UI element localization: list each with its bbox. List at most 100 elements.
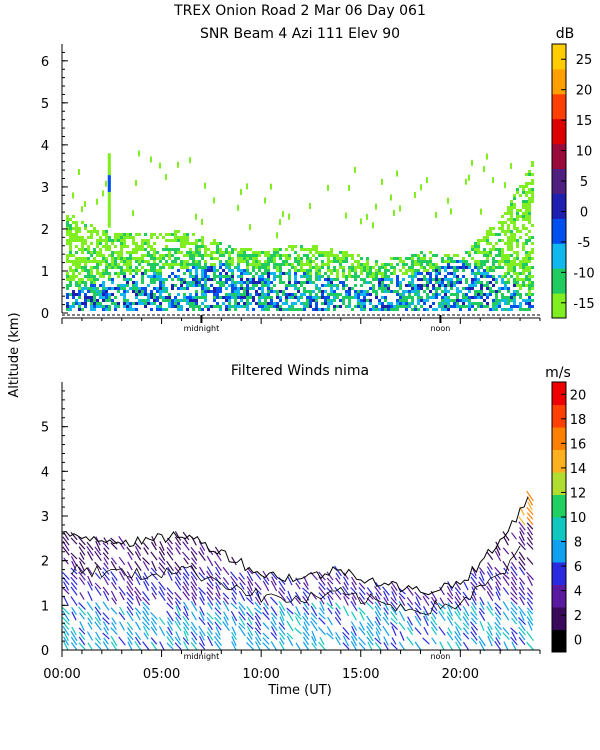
snr-cell xyxy=(99,290,102,293)
snr-cell xyxy=(288,308,291,311)
snr-cell xyxy=(222,302,225,305)
snr-cell xyxy=(105,296,108,299)
snr-cell xyxy=(126,245,129,248)
snr-cell xyxy=(375,263,378,266)
snr-tower-cell xyxy=(107,210,111,213)
snr-cell xyxy=(81,248,84,251)
snr-cell xyxy=(171,284,174,287)
snr-cell xyxy=(213,272,216,275)
snr-cell xyxy=(93,302,96,305)
snr-speckle xyxy=(354,166,356,173)
wind-barb xyxy=(191,557,197,565)
wind-barb xyxy=(223,597,229,605)
wind-barb xyxy=(438,610,446,622)
wind-barb xyxy=(78,546,86,556)
snr-cell xyxy=(372,266,375,269)
snr-cell xyxy=(147,245,150,248)
snr-cell xyxy=(153,257,156,260)
snr-cell xyxy=(477,260,480,263)
snr-cell xyxy=(99,284,102,287)
snr-cell xyxy=(462,299,465,302)
snr-cell xyxy=(69,236,72,239)
snr-cell xyxy=(507,287,510,290)
snr-cell xyxy=(513,263,516,266)
snr-cell xyxy=(384,284,387,287)
snr-tower-cell xyxy=(107,191,111,195)
snr-cell xyxy=(381,290,384,293)
snr-cell xyxy=(111,254,114,257)
snr-cell xyxy=(135,266,138,269)
wind-barb xyxy=(318,617,326,625)
snr-cell xyxy=(141,254,144,257)
snr-cell xyxy=(261,251,264,254)
snr-cell xyxy=(501,251,504,254)
wind-barb xyxy=(374,620,382,632)
snr-cell xyxy=(174,284,177,287)
wind-barb xyxy=(383,641,389,651)
snr-cell xyxy=(213,257,216,260)
snr-cell xyxy=(345,260,348,263)
snr-cell xyxy=(243,281,246,284)
snr-cell xyxy=(354,305,357,308)
snr-cell xyxy=(258,305,261,308)
snr-cell xyxy=(321,308,324,311)
snr-cell xyxy=(504,212,507,215)
snr-cell xyxy=(333,305,336,308)
snr-cell xyxy=(360,302,363,305)
snr-cell xyxy=(291,245,294,248)
wind-barb xyxy=(198,625,206,637)
wind-barb xyxy=(230,571,238,581)
snr-cell xyxy=(255,266,258,269)
wind-barb xyxy=(134,631,142,641)
snr-cell xyxy=(105,308,108,311)
snr-cell xyxy=(519,260,522,263)
snr-cell xyxy=(375,260,378,263)
snr-cell xyxy=(303,263,306,266)
snr-cell xyxy=(66,275,69,278)
snr-cell xyxy=(135,287,138,290)
snr-cell xyxy=(222,269,225,272)
snr-cell xyxy=(522,248,525,251)
wind-barb xyxy=(262,606,270,616)
snr-cell xyxy=(504,230,507,233)
colorbar-swatch xyxy=(552,218,566,244)
colorbar-swatch xyxy=(552,449,566,473)
wind-barb xyxy=(271,616,277,626)
snr-cell xyxy=(264,272,267,275)
snr-cell xyxy=(390,263,393,266)
snr-cell xyxy=(78,260,81,263)
snr-cell xyxy=(510,305,513,308)
snr-cell xyxy=(432,284,435,287)
snr-cell xyxy=(300,302,303,305)
snr-cell xyxy=(84,293,87,296)
snr-cell xyxy=(288,275,291,278)
snr-cell xyxy=(528,212,531,215)
snr-cell xyxy=(510,293,513,296)
snr-cell xyxy=(207,269,210,272)
snr-cell xyxy=(456,299,459,302)
snr-cell xyxy=(207,248,210,251)
wind-barb xyxy=(446,585,454,597)
snr-cell xyxy=(333,260,336,263)
wind-barb xyxy=(318,581,326,591)
snr-cell xyxy=(78,302,81,305)
snr-cell xyxy=(99,305,102,308)
snr-cell xyxy=(315,248,318,251)
snr-speckle xyxy=(504,182,506,189)
snr-cell xyxy=(411,284,414,287)
snr-cell xyxy=(234,302,237,305)
wind-barb xyxy=(303,601,309,611)
snr-cell xyxy=(342,296,345,299)
wind-barb xyxy=(102,552,110,560)
snr-cell xyxy=(474,308,477,311)
wind-barb xyxy=(126,591,134,601)
snr-cell xyxy=(189,269,192,272)
snr-cell xyxy=(318,254,321,257)
snr-cell xyxy=(516,305,519,308)
snr-cell xyxy=(141,248,144,251)
snr-cell xyxy=(315,251,318,254)
snr-cell xyxy=(69,284,72,287)
wind-barb xyxy=(79,552,85,560)
wind-barb xyxy=(190,571,198,581)
wind-barb xyxy=(231,556,237,566)
